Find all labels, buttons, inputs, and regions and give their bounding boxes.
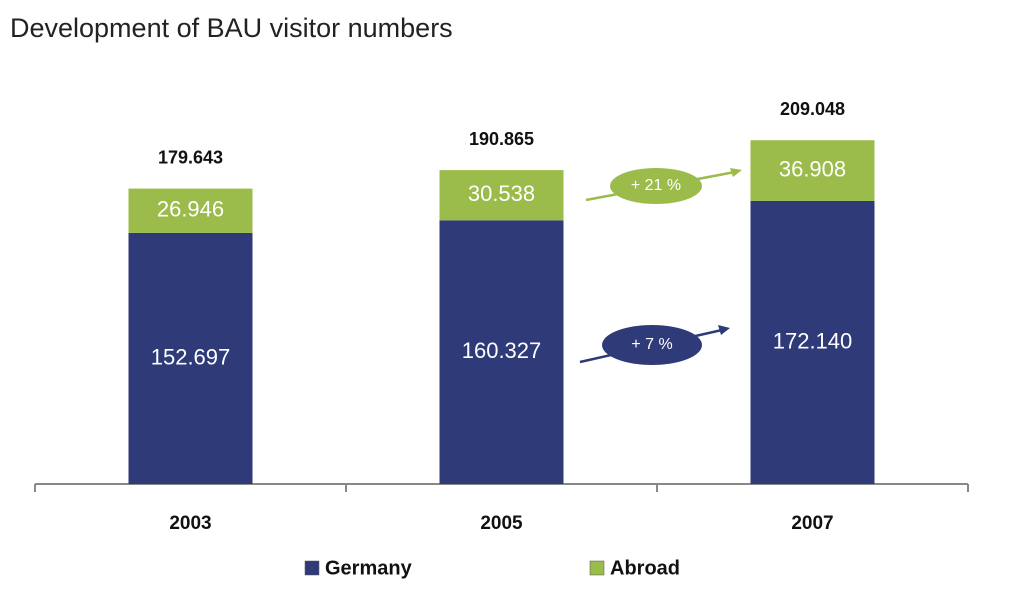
annotation-text: + 21 % [631,177,681,194]
value-label: 36.908 [779,156,846,181]
bar-segment [439,220,564,485]
x-tick-label: 2003 [169,513,211,534]
legend-swatch [589,560,605,576]
x-tick-label: 2005 [480,513,523,534]
annotation-21: + 21 % [585,168,742,204]
bar-segment [128,188,253,233]
total-label: 179.643 [158,147,223,167]
bar-segment [128,232,253,484]
legend-swatch [304,560,320,576]
legend-label: Abroad [610,557,680,579]
value-label: 26.946 [157,197,224,222]
value-label: 30.538 [468,181,535,206]
bar-segment [750,140,875,201]
chart-title: Development of BAU visitor numbers [10,13,453,43]
x-tick-label: 2007 [791,513,833,534]
annotation-text: + 7 % [631,336,672,353]
value-label: 152.697 [151,344,231,369]
bar-segment [750,200,875,484]
arrow-head [718,325,730,335]
bar-segment [439,170,564,221]
total-label: 190.865 [469,129,534,149]
annotation-7: + 7 % [579,325,730,365]
value-label: 160.327 [462,338,542,363]
annotation-bubble [602,325,702,365]
arrow-head [730,168,742,177]
annotation-bubble [610,168,702,204]
value-label: 172.140 [773,328,853,353]
legend-label: Germany [325,557,413,579]
total-label: 209.048 [780,99,845,119]
